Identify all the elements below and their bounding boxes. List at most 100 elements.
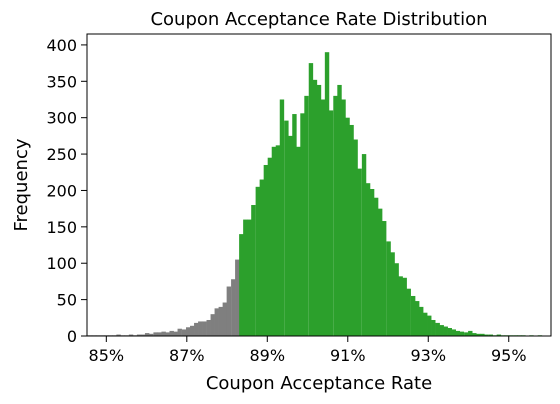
histogram-bar [161,331,166,336]
histogram-bar [345,117,350,336]
histogram-bar [247,219,252,336]
histogram-bar [435,322,440,336]
histogram-bar [324,52,330,336]
histogram-bar [369,189,375,336]
y-tick-label: 100 [46,254,77,273]
histogram-bar [235,259,240,336]
histogram-bar [136,334,142,336]
histogram-bar [488,334,494,336]
histogram-bar [431,319,436,336]
histogram-bar [427,315,432,336]
plot-frame [86,33,552,337]
histogram-bar [231,279,236,336]
histogram-bar [157,332,162,336]
x-tick-label: 87% [169,346,205,365]
histogram-bar [349,124,354,337]
histogram-bar [455,330,461,336]
histogram-bar [447,328,452,336]
histogram-bar [202,321,207,336]
histogram-bar [259,179,265,336]
histogram-bar [451,329,456,336]
histogram-bar [173,331,178,336]
y-tick-label: 300 [46,109,77,128]
histogram-bar [116,334,121,336]
histogram-bar [153,332,158,336]
x-axis-ticks: 85% 87% 89% 91% 93% 95% [89,336,527,365]
histogram-bar [410,295,416,336]
histogram-bar [128,334,134,336]
histogram-bar [284,120,289,336]
histogram-bar [267,157,273,336]
histogram-bar [496,334,502,336]
histogram-bar [194,322,199,336]
histogram-bar [361,154,367,336]
histogram-bar [288,135,293,336]
histogram-bar [394,263,399,336]
histogram-bar [316,84,322,336]
histogram-bar [423,312,428,336]
histogram-bar [165,332,170,336]
histogram-bar [263,164,269,336]
histogram-bar [140,334,146,336]
histogram-bar [365,183,371,336]
y-axis-ticks: 0 50 100 150 200 250 300 350 400 [46,36,87,346]
y-tick-label: 250 [46,145,77,164]
y-tick-label: 350 [46,72,77,91]
histogram-bar [279,99,285,337]
histogram-bar [468,330,473,336]
histogram-bar [198,321,203,336]
y-tick-label: 50 [57,291,77,310]
histogram-bar [206,319,211,336]
histogram-bar [218,306,223,336]
histogram-bar [390,252,395,336]
histogram-bar [300,113,305,336]
y-axis-label: Frequency [11,138,32,231]
y-tick-label: 0 [67,327,77,346]
histogram-bar [476,333,481,336]
histogram-bar [144,333,150,336]
y-tick-label: 150 [46,218,77,237]
histogram-bar [275,145,281,336]
y-tick-label: 200 [46,181,77,200]
histogram-bar [304,95,309,336]
x-tick-label: 85% [89,346,125,365]
histogram-bar [190,325,195,336]
histogram-bar [243,219,248,336]
histogram-bar [292,114,297,336]
histogram-bar [386,241,391,336]
histogram-bar [186,327,191,336]
histogram-bar [333,95,338,336]
histogram-bar [271,146,277,336]
histogram-bar [148,333,154,336]
histogram-bars [87,52,543,337]
histogram-bar [402,277,407,336]
x-tick-label: 91% [330,346,366,365]
histogram-bar [181,329,187,336]
histogram-bar [484,334,489,336]
x-tick-label: 93% [410,346,446,365]
histogram-bar [414,301,420,336]
histogram-bar [480,333,485,336]
histogram-bar [341,99,346,337]
histogram-bar [377,208,383,336]
histogram-bar [308,63,314,337]
histogram-bar [222,302,228,336]
histogram-bar [464,332,469,336]
histogram-bar [472,333,477,336]
histogram-bar [312,79,318,336]
histogram-bar [373,197,379,336]
histogram-bar [381,221,387,336]
histogram-bar [169,330,174,336]
histogram-bar [398,276,403,336]
histogram-bar [328,110,334,336]
histogram-bar [419,306,424,336]
histogram-bar [226,286,232,336]
histogram-bar [357,168,362,336]
x-tick-label: 89% [250,346,286,365]
histogram-bar [406,288,411,336]
histogram-bar [296,146,301,336]
histogram-bar [255,186,261,336]
histogram-bar [177,328,182,336]
histogram-bar [353,139,358,336]
